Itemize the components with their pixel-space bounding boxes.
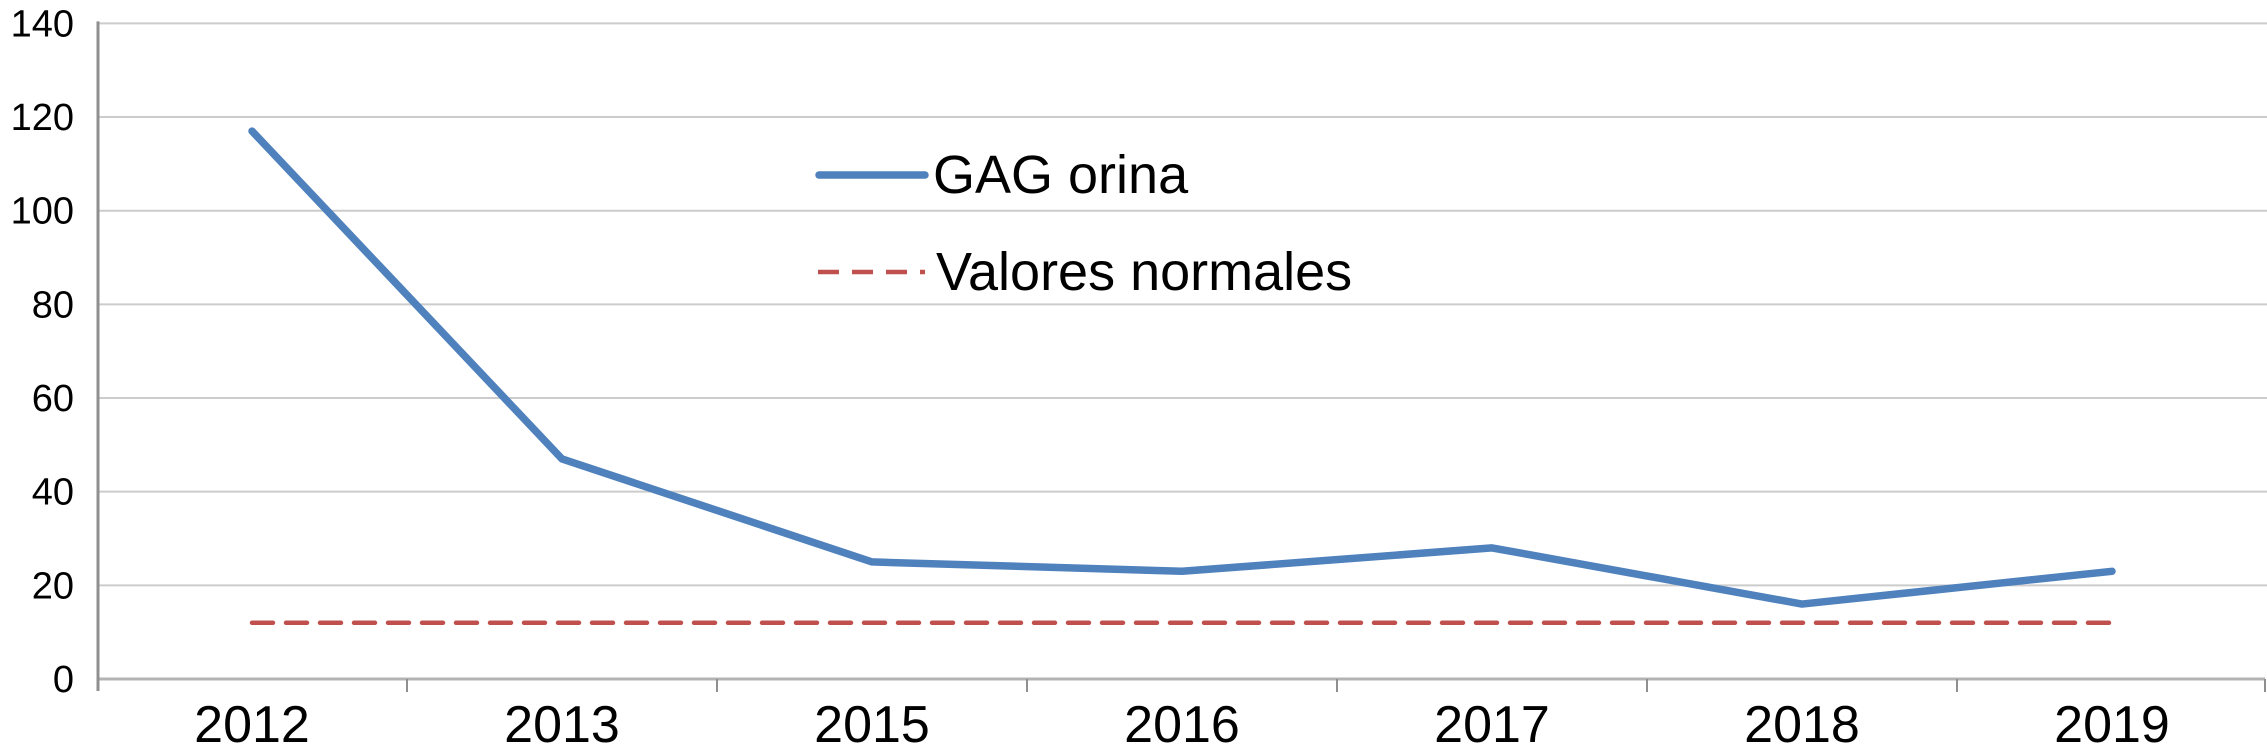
y-axis-labels: 0 20 40 60 80 100 120 140 — [11, 3, 74, 701]
x-axis-labels: 2012 2013 2015 2016 2017 2018 2019 — [194, 696, 2170, 752]
y-tick-label: 0 — [53, 659, 74, 701]
gridlines — [97, 22, 2267, 587]
legend-label-gag-orina: GAG orina — [933, 145, 1189, 205]
x-tick-label: 2019 — [2054, 696, 2170, 752]
y-tick-label: 20 — [32, 565, 74, 607]
x-tick-label: 2016 — [1124, 696, 1240, 752]
x-tick-label: 2017 — [1434, 696, 1550, 752]
y-tick-label: 40 — [32, 472, 74, 514]
x-tick-label: 2012 — [194, 696, 310, 752]
axes — [96, 21, 2266, 692]
y-tick-label: 60 — [32, 378, 74, 420]
x-tick-label: 2018 — [1744, 696, 1860, 752]
y-tick-label: 140 — [11, 3, 74, 45]
legend-label-valores-normales: Valores normales — [936, 242, 1352, 302]
y-tick-label: 80 — [32, 284, 74, 326]
series-lines — [248, 127, 2116, 626]
series-line-0 — [248, 127, 2116, 608]
y-tick-label: 100 — [11, 191, 74, 233]
y-tick-label: 120 — [11, 97, 74, 139]
legend: GAG orina Valores normales — [815, 145, 1352, 302]
x-tick-label: 2013 — [504, 696, 620, 752]
x-tick-label: 2015 — [814, 696, 930, 752]
